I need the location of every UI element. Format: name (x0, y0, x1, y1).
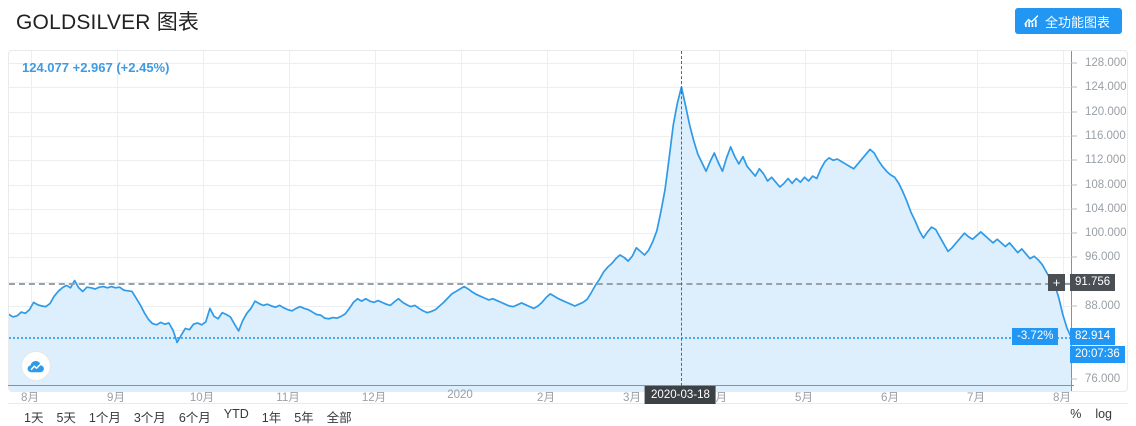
date-axis: 8月 9月 10月 11月 12月 2020 2月 3月 4月 5月 6月 7月 8月 (8, 385, 1128, 407)
chart-card: 124.077 +2.967 (+2.45%) FX678 汇 (8, 50, 1128, 392)
date-axis-label: 3月 (623, 392, 641, 404)
crosshair-marker-icon: + (1048, 274, 1065, 292)
gridline-horizontal (9, 208, 1071, 210)
gridline-horizontal (9, 111, 1071, 113)
range-option[interactable]: 1个月 (88, 411, 121, 425)
chart-icon (1024, 14, 1039, 28)
reference-line-dashed (9, 283, 1071, 286)
price-axis-tick (1071, 256, 1077, 258)
gridline-horizontal (9, 63, 1071, 65)
gridline-horizontal (9, 233, 1071, 235)
scale-option[interactable]: % (1070, 407, 1082, 421)
gridline-vertical (461, 51, 462, 391)
page-title: GOLDSILVER 图表 (16, 11, 200, 34)
price-axis-label: 104.000 (1085, 202, 1127, 215)
price-axis-label: 108.000 (1085, 178, 1127, 191)
range-option[interactable]: 6个月 (178, 411, 211, 425)
reference-line-dotted (9, 336, 1071, 339)
change-percent-badge: -3.72% (1012, 327, 1059, 345)
price-axis-label: 100.000 (1085, 227, 1127, 240)
gridline-horizontal (9, 87, 1071, 89)
price-axis-label: 96.000 (1085, 251, 1121, 264)
gridline-vertical (31, 51, 32, 391)
price-axis-tick (1071, 135, 1077, 137)
scale-selector[interactable]: % log (1070, 407, 1112, 421)
gridline-vertical (203, 51, 204, 391)
price-axis-tick (1071, 86, 1077, 88)
chart-plot-area[interactable]: 124.077 +2.967 (+2.45%) FX678 汇 (9, 51, 1071, 391)
price-axis-spine (1071, 51, 1072, 391)
date-axis-label: 11月 (276, 392, 300, 404)
gridline-vertical (633, 51, 634, 391)
price-axis-label: 128.000 (1085, 57, 1127, 70)
current-time-badge: 20:07:36 (1070, 345, 1125, 363)
price-axis-tick (1071, 208, 1077, 210)
range-option[interactable]: 3个月 (133, 411, 166, 425)
gridline-vertical (117, 51, 118, 391)
price-series (9, 86, 1071, 391)
gridline-horizontal (9, 184, 1071, 186)
gridline-vertical (547, 51, 548, 391)
current-price-badge: 82.914 (1070, 327, 1116, 345)
date-axis-label: 5月 (795, 392, 813, 404)
gridline-horizontal (9, 160, 1071, 162)
gridline-vertical (289, 51, 290, 391)
date-axis-label: 12月 (361, 392, 387, 404)
range-option[interactable]: 全部 (326, 411, 352, 425)
date-axis-label: 2月 (537, 392, 555, 404)
scale-option[interactable]: log (1095, 407, 1112, 421)
date-axis-spine (8, 385, 1074, 386)
date-axis-label: 7月 (967, 392, 985, 404)
date-axis-label: 2020 (447, 389, 473, 401)
date-axis-label: 9月 (107, 392, 125, 404)
gridline-vertical (375, 51, 376, 391)
range-option[interactable]: 1年 (261, 411, 282, 425)
range-option[interactable]: 1天 (24, 411, 44, 425)
quote-summary: 124.077 +2.967 (+2.45%) (22, 60, 170, 75)
gridline-horizontal (9, 257, 1071, 259)
date-axis-label: 8月 (1053, 392, 1071, 404)
price-axis-label: 116.000 (1085, 130, 1126, 142)
price-axis-label: 88.000 (1085, 300, 1121, 312)
price-axis-label: 112.000 (1085, 154, 1126, 167)
date-axis-label: 8月 (21, 392, 39, 404)
price-axis-tick (1071, 62, 1077, 64)
price-axis-label: 120.000 (1085, 105, 1127, 118)
gridline-horizontal (9, 136, 1071, 137)
crosshair-vertical (681, 51, 683, 391)
full-chart-button[interactable]: 全功能图表 (1014, 8, 1122, 34)
crosshair-date-badge: 2020-03-18 (645, 386, 716, 404)
price-axis-tick (1071, 378, 1077, 380)
price-axis-tick (1071, 184, 1077, 186)
date-axis-label: 10月 (189, 392, 215, 404)
price-axis: 128.000 124.000 120.000 116.000 112.000 108.0… (1071, 51, 1127, 391)
range-selector[interactable]: 1天 5天 1个月 3个月 6个月 YTD 1年 5年 全部 (24, 407, 352, 426)
full-chart-button-label: 全功能图表 (1044, 14, 1110, 30)
price-axis-tick (1071, 232, 1077, 234)
range-option[interactable]: YTD (223, 407, 249, 421)
price-axis-tick (1071, 305, 1077, 307)
chart-toolbar: 1天 5天 1个月 3个月 6个月 YTD 1年 5年 全部 % log (8, 403, 1128, 426)
price-axis-tick (1071, 159, 1077, 161)
page-header: GOLDSILVER 图表 全功能图表 (0, 0, 1136, 44)
date-axis-label: 6月 (881, 392, 899, 404)
crosshair-price-badge: 91.756 (1070, 274, 1116, 292)
gridline-horizontal (9, 281, 1071, 283)
price-axis-label: 76.000 (1085, 372, 1121, 385)
gridline-vertical (977, 51, 978, 391)
range-option[interactable]: 5年 (294, 411, 314, 425)
price-axis-tick (1071, 111, 1077, 113)
range-option[interactable]: 5天 (56, 411, 76, 425)
price-axis-label: 124.000 (1085, 81, 1127, 94)
cloud-chart-logo-icon[interactable] (21, 351, 51, 381)
gridline-vertical (1063, 51, 1064, 391)
